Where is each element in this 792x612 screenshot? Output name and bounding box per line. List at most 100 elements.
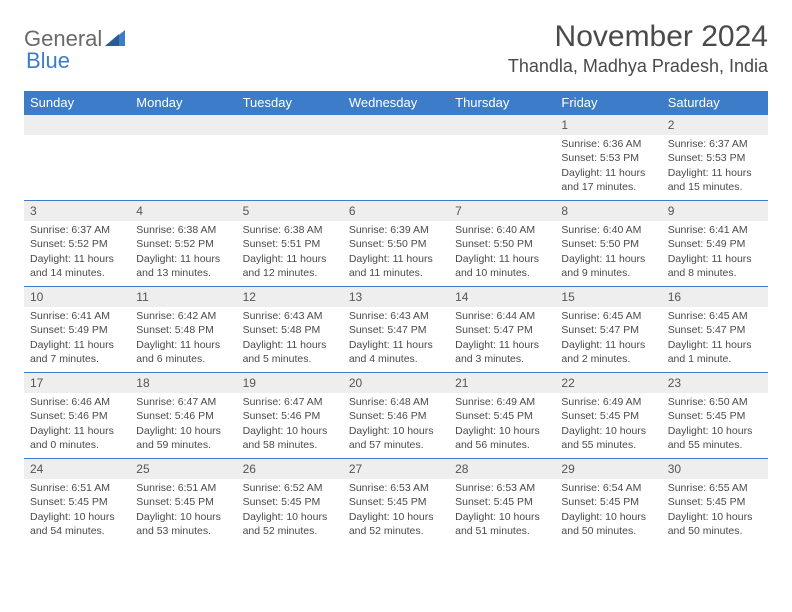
day-info: Sunrise: 6:43 AMSunset: 5:48 PMDaylight:…	[241, 309, 339, 366]
sunset-text: Sunset: 5:50 PM	[561, 237, 655, 251]
logo-sail-icon	[105, 30, 127, 48]
day-info: Sunrise: 6:36 AMSunset: 5:53 PMDaylight:…	[559, 137, 657, 194]
day-number: 24	[24, 459, 130, 479]
sunset-text: Sunset: 5:50 PM	[349, 237, 443, 251]
day-number: 23	[662, 373, 768, 393]
sunset-text: Sunset: 5:47 PM	[455, 323, 549, 337]
day-info: Sunrise: 6:51 AMSunset: 5:45 PMDaylight:…	[134, 481, 232, 538]
sunrise-text: Sunrise: 6:37 AM	[668, 137, 762, 151]
daylight-text: Daylight: 11 hours and 0 minutes.	[30, 424, 124, 452]
day-number: 1	[555, 115, 661, 135]
daylight-text: Daylight: 11 hours and 1 minute.	[668, 338, 762, 366]
day-cell: 19Sunrise: 6:47 AMSunset: 5:46 PMDayligh…	[237, 373, 343, 459]
week-row: 1Sunrise: 6:36 AMSunset: 5:53 PMDaylight…	[24, 115, 768, 201]
daylight-text: Daylight: 11 hours and 15 minutes.	[668, 166, 762, 194]
sunset-text: Sunset: 5:47 PM	[561, 323, 655, 337]
day-info: Sunrise: 6:48 AMSunset: 5:46 PMDaylight:…	[347, 395, 445, 452]
col-thursday: Thursday	[449, 91, 555, 115]
week-row: 17Sunrise: 6:46 AMSunset: 5:46 PMDayligh…	[24, 373, 768, 459]
sunset-text: Sunset: 5:52 PM	[30, 237, 124, 251]
day-number: 3	[24, 201, 130, 221]
sunrise-text: Sunrise: 6:38 AM	[243, 223, 337, 237]
col-sunday: Sunday	[24, 91, 130, 115]
col-saturday: Saturday	[662, 91, 768, 115]
day-cell: 4Sunrise: 6:38 AMSunset: 5:52 PMDaylight…	[130, 201, 236, 287]
sunset-text: Sunset: 5:53 PM	[561, 151, 655, 165]
daylight-text: Daylight: 10 hours and 55 minutes.	[668, 424, 762, 452]
sunrise-text: Sunrise: 6:43 AM	[349, 309, 443, 323]
sunset-text: Sunset: 5:45 PM	[30, 495, 124, 509]
sunrise-text: Sunrise: 6:38 AM	[136, 223, 230, 237]
day-info: Sunrise: 6:41 AMSunset: 5:49 PMDaylight:…	[28, 309, 126, 366]
sunrise-text: Sunrise: 6:52 AM	[243, 481, 337, 495]
day-info: Sunrise: 6:53 AMSunset: 5:45 PMDaylight:…	[453, 481, 551, 538]
day-number: 7	[449, 201, 555, 221]
daylight-text: Daylight: 10 hours and 56 minutes.	[455, 424, 549, 452]
day-cell: 21Sunrise: 6:49 AMSunset: 5:45 PMDayligh…	[449, 373, 555, 459]
daylight-text: Daylight: 11 hours and 5 minutes.	[243, 338, 337, 366]
daylight-text: Daylight: 11 hours and 10 minutes.	[455, 252, 549, 280]
day-number: 22	[555, 373, 661, 393]
header-row: Sunday Monday Tuesday Wednesday Thursday…	[24, 91, 768, 115]
day-cell	[130, 115, 236, 201]
sunset-text: Sunset: 5:45 PM	[349, 495, 443, 509]
day-number: 27	[343, 459, 449, 479]
day-cell: 2Sunrise: 6:37 AMSunset: 5:53 PMDaylight…	[662, 115, 768, 201]
day-number: 13	[343, 287, 449, 307]
day-number: 12	[237, 287, 343, 307]
day-number: 25	[130, 459, 236, 479]
sunrise-text: Sunrise: 6:41 AM	[30, 309, 124, 323]
day-cell: 14Sunrise: 6:44 AMSunset: 5:47 PMDayligh…	[449, 287, 555, 373]
sunset-text: Sunset: 5:45 PM	[561, 495, 655, 509]
day-number: 26	[237, 459, 343, 479]
day-info: Sunrise: 6:52 AMSunset: 5:45 PMDaylight:…	[241, 481, 339, 538]
sunrise-text: Sunrise: 6:39 AM	[349, 223, 443, 237]
day-info: Sunrise: 6:40 AMSunset: 5:50 PMDaylight:…	[453, 223, 551, 280]
day-info: Sunrise: 6:43 AMSunset: 5:47 PMDaylight:…	[347, 309, 445, 366]
sunrise-text: Sunrise: 6:40 AM	[455, 223, 549, 237]
week-row: 3Sunrise: 6:37 AMSunset: 5:52 PMDaylight…	[24, 201, 768, 287]
sunrise-text: Sunrise: 6:54 AM	[561, 481, 655, 495]
daylight-text: Daylight: 11 hours and 4 minutes.	[349, 338, 443, 366]
sunrise-text: Sunrise: 6:45 AM	[561, 309, 655, 323]
day-cell: 17Sunrise: 6:46 AMSunset: 5:46 PMDayligh…	[24, 373, 130, 459]
daylight-text: Daylight: 11 hours and 3 minutes.	[455, 338, 549, 366]
day-cell: 12Sunrise: 6:43 AMSunset: 5:48 PMDayligh…	[237, 287, 343, 373]
day-info: Sunrise: 6:38 AMSunset: 5:52 PMDaylight:…	[134, 223, 232, 280]
day-cell	[343, 115, 449, 201]
sunrise-text: Sunrise: 6:36 AM	[561, 137, 655, 151]
daylight-text: Daylight: 10 hours and 50 minutes.	[561, 510, 655, 538]
day-cell: 13Sunrise: 6:43 AMSunset: 5:47 PMDayligh…	[343, 287, 449, 373]
day-cell: 26Sunrise: 6:52 AMSunset: 5:45 PMDayligh…	[237, 459, 343, 545]
day-info: Sunrise: 6:45 AMSunset: 5:47 PMDaylight:…	[559, 309, 657, 366]
sunrise-text: Sunrise: 6:44 AM	[455, 309, 549, 323]
daylight-text: Daylight: 11 hours and 14 minutes.	[30, 252, 124, 280]
day-cell: 9Sunrise: 6:41 AMSunset: 5:49 PMDaylight…	[662, 201, 768, 287]
day-number: 4	[130, 201, 236, 221]
day-cell: 30Sunrise: 6:55 AMSunset: 5:45 PMDayligh…	[662, 459, 768, 545]
day-cell: 27Sunrise: 6:53 AMSunset: 5:45 PMDayligh…	[343, 459, 449, 545]
day-info: Sunrise: 6:37 AMSunset: 5:53 PMDaylight:…	[666, 137, 764, 194]
day-number: 18	[130, 373, 236, 393]
week-row: 10Sunrise: 6:41 AMSunset: 5:49 PMDayligh…	[24, 287, 768, 373]
daylight-text: Daylight: 10 hours and 51 minutes.	[455, 510, 549, 538]
daylight-text: Daylight: 11 hours and 8 minutes.	[668, 252, 762, 280]
day-cell: 5Sunrise: 6:38 AMSunset: 5:51 PMDaylight…	[237, 201, 343, 287]
daylight-text: Daylight: 11 hours and 17 minutes.	[561, 166, 655, 194]
sunrise-text: Sunrise: 6:50 AM	[668, 395, 762, 409]
sunset-text: Sunset: 5:46 PM	[30, 409, 124, 423]
daylight-text: Daylight: 11 hours and 9 minutes.	[561, 252, 655, 280]
day-number: 8	[555, 201, 661, 221]
sunset-text: Sunset: 5:45 PM	[136, 495, 230, 509]
day-info: Sunrise: 6:54 AMSunset: 5:45 PMDaylight:…	[559, 481, 657, 538]
day-number: 2	[662, 115, 768, 135]
day-number: 16	[662, 287, 768, 307]
sunrise-text: Sunrise: 6:41 AM	[668, 223, 762, 237]
sunrise-text: Sunrise: 6:53 AM	[349, 481, 443, 495]
day-info: Sunrise: 6:37 AMSunset: 5:52 PMDaylight:…	[28, 223, 126, 280]
day-cell: 18Sunrise: 6:47 AMSunset: 5:46 PMDayligh…	[130, 373, 236, 459]
month-title: November 2024	[508, 20, 768, 54]
daylight-text: Daylight: 10 hours and 52 minutes.	[243, 510, 337, 538]
day-cell: 23Sunrise: 6:50 AMSunset: 5:45 PMDayligh…	[662, 373, 768, 459]
daylight-text: Daylight: 10 hours and 57 minutes.	[349, 424, 443, 452]
